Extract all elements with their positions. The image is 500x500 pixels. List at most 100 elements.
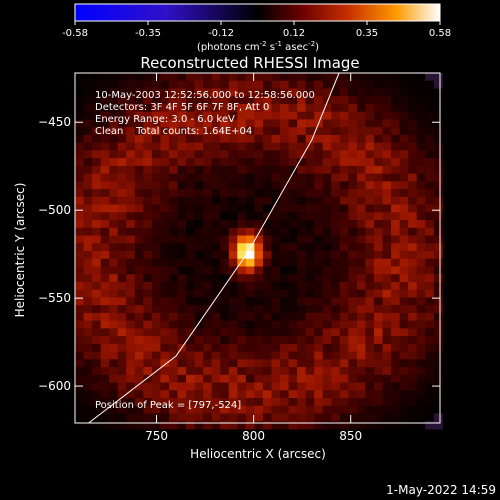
- heatmap-cell: [254, 413, 264, 422]
- heatmap-cell: [151, 336, 161, 345]
- heatmap-cell: [262, 196, 273, 206]
- heatmap-cell: [151, 204, 161, 213]
- heatmap-cell: [339, 351, 349, 360]
- heatmap-cell: [391, 343, 401, 353]
- heatmap-cell: [134, 227, 144, 236]
- heatmap-cell: [151, 398, 161, 407]
- heatmap-cell: [280, 382, 290, 391]
- heatmap-cell: [254, 390, 264, 399]
- heatmap-cell: [100, 374, 110, 384]
- heatmap-cell: [262, 374, 273, 384]
- heatmap-cell: [75, 235, 85, 244]
- heatmap-cell: [297, 351, 307, 360]
- heatmap-cell: [365, 305, 375, 314]
- heatmap-cell: [186, 227, 196, 236]
- heatmap-cell: [228, 165, 238, 175]
- heatmap-cell: [92, 250, 102, 260]
- heatmap-cell: [177, 297, 187, 306]
- heatmap-cell: [117, 297, 127, 306]
- heatmap-cell: [433, 181, 443, 190]
- heatmap-cell: [408, 150, 418, 159]
- heatmap-cell: [186, 189, 196, 198]
- heatmap-cell: [168, 134, 179, 144]
- heatmap-cell: [382, 398, 392, 407]
- heatmap-cell: [160, 173, 170, 182]
- heatmap-cell: [297, 421, 307, 430]
- heatmap-cell: [262, 359, 273, 368]
- heatmap-cell: [297, 281, 307, 291]
- heatmap-cell: [100, 220, 110, 229]
- heatmap-cell: [83, 158, 93, 167]
- heatmap-cell: [100, 297, 110, 306]
- heatmap-cell: [117, 328, 127, 337]
- heatmap-cell: [399, 189, 409, 198]
- heatmap-cell: [151, 127, 161, 136]
- heatmap-cell: [399, 96, 409, 105]
- heatmap-cell: [117, 351, 127, 360]
- heatmap-cell: [126, 165, 136, 175]
- heatmap-cell: [297, 189, 307, 198]
- heatmap-cell: [399, 80, 409, 89]
- heatmap-cell: [186, 336, 196, 345]
- heatmap-cell: [416, 281, 426, 291]
- heatmap-cell: [126, 111, 136, 120]
- heatmap-cell: [237, 390, 247, 399]
- heatmap-cell: [322, 305, 332, 314]
- heatmap-cell: [305, 343, 315, 353]
- heatmap-cell: [194, 305, 204, 314]
- heatmap-cell: [151, 250, 161, 260]
- heatmap-cell: [373, 274, 384, 283]
- heatmap-cell: [391, 173, 401, 182]
- heatmap-cell: [425, 289, 435, 298]
- heatmap-cell: [100, 158, 110, 167]
- heatmap-cell: [211, 88, 221, 97]
- heatmap-cell: [391, 119, 401, 128]
- heatmap-cell: [75, 96, 85, 105]
- heatmap-cell: [288, 405, 298, 414]
- heatmap-cell: [109, 421, 119, 430]
- heatmap-cell: [408, 134, 418, 144]
- heatmap-cell: [365, 73, 375, 82]
- heatmap-cell: [339, 212, 349, 221]
- heatmap-cell: [280, 119, 290, 128]
- heatmap-cell: [211, 243, 221, 252]
- heatmap-cell: [271, 328, 281, 337]
- heatmap-cell: [280, 189, 290, 198]
- heatmap-cell: [203, 103, 213, 113]
- heatmap-cell: [433, 111, 443, 120]
- heatmap-cell: [228, 390, 238, 399]
- heatmap-cell: [245, 351, 255, 360]
- heatmap-cell: [408, 398, 418, 407]
- heatmap-cell: [160, 305, 170, 314]
- heatmap-cell: [143, 297, 153, 306]
- heatmap-cell: [356, 134, 366, 144]
- heatmap-cell: [433, 382, 443, 391]
- heatmap-cell: [117, 359, 127, 368]
- heatmap-cell: [109, 297, 119, 306]
- heatmap-cell: [143, 204, 153, 213]
- heatmap-cell: [100, 189, 110, 198]
- heatmap-cell: [134, 212, 144, 221]
- heatmap-cell: [126, 297, 136, 306]
- heatmap-cell: [314, 351, 324, 360]
- heatmap-cell: [143, 80, 153, 89]
- heatmap-cell: [331, 398, 341, 407]
- heatmap-cell: [168, 165, 179, 175]
- heatmap-cell: [211, 204, 221, 213]
- heatmap-cell: [314, 250, 324, 260]
- heatmap-cell: [75, 297, 85, 306]
- heatmap-cell: [305, 382, 315, 391]
- heatmap-cell: [83, 382, 93, 391]
- heatmap-cell: [382, 196, 392, 206]
- heatmap-cell: [297, 266, 307, 275]
- heatmap-cell: [297, 227, 307, 236]
- heatmap-cell: [109, 274, 119, 283]
- heatmap-cell: [237, 359, 247, 368]
- heatmap-cell: [433, 250, 443, 260]
- heatmap-cell: [237, 413, 247, 422]
- heatmap-cell: [373, 320, 384, 329]
- heatmap-cell: [356, 189, 366, 198]
- heatmap-cell: [416, 103, 426, 113]
- x-axis-title: Heliocentric X (arcsec): [190, 447, 326, 461]
- heatmap-cell: [92, 305, 102, 314]
